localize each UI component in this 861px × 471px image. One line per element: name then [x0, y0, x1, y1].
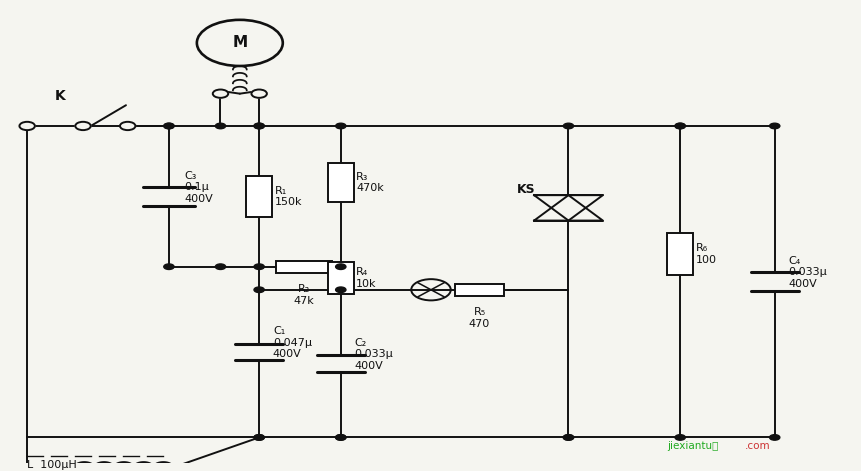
Text: R₃
470k: R₃ 470k: [356, 172, 383, 193]
Bar: [246, 176, 272, 217]
Circle shape: [335, 435, 345, 440]
Circle shape: [674, 123, 684, 129]
Text: C₁
0.047μ
400V: C₁ 0.047μ 400V: [273, 326, 312, 359]
Circle shape: [254, 435, 264, 440]
Text: L  100μH: L 100μH: [28, 460, 77, 470]
Circle shape: [335, 435, 345, 440]
Text: R₁
150k: R₁ 150k: [275, 186, 301, 207]
Circle shape: [164, 123, 174, 129]
Text: C₂
0.033μ
400V: C₂ 0.033μ 400V: [354, 338, 393, 371]
Circle shape: [335, 123, 345, 129]
Text: R₂
47k: R₂ 47k: [294, 284, 314, 306]
Text: R₆
100: R₆ 100: [695, 243, 715, 265]
Text: C₄
0.033μ
400V: C₄ 0.033μ 400V: [788, 256, 827, 289]
Circle shape: [213, 89, 228, 98]
Text: R₅
470: R₅ 470: [468, 307, 490, 329]
Circle shape: [20, 122, 34, 130]
Text: R₄
10k: R₄ 10k: [356, 268, 376, 289]
Text: .com: .com: [744, 441, 770, 451]
Circle shape: [251, 89, 267, 98]
Bar: [327, 163, 353, 202]
Bar: [455, 284, 504, 296]
Text: M: M: [232, 35, 247, 50]
Circle shape: [769, 123, 779, 129]
Text: jiexiantu图: jiexiantu图: [666, 441, 718, 451]
Circle shape: [164, 264, 174, 269]
Bar: [276, 261, 331, 273]
Bar: [666, 233, 692, 275]
Circle shape: [563, 435, 573, 440]
Circle shape: [254, 435, 264, 440]
Circle shape: [75, 122, 90, 130]
Text: KS: KS: [517, 183, 535, 196]
Circle shape: [563, 123, 573, 129]
Circle shape: [335, 264, 345, 269]
Circle shape: [674, 123, 684, 129]
Circle shape: [215, 123, 226, 129]
Circle shape: [769, 435, 779, 440]
Circle shape: [674, 435, 684, 440]
Circle shape: [254, 287, 264, 292]
Text: C₃
0.1μ
400V: C₃ 0.1μ 400V: [184, 171, 213, 203]
Circle shape: [254, 123, 264, 129]
Circle shape: [254, 123, 264, 129]
Circle shape: [215, 264, 226, 269]
Circle shape: [563, 435, 573, 440]
Circle shape: [335, 287, 345, 292]
Text: K: K: [54, 89, 65, 103]
Bar: [327, 262, 353, 294]
Circle shape: [164, 123, 174, 129]
Circle shape: [120, 122, 135, 130]
Circle shape: [254, 264, 264, 269]
